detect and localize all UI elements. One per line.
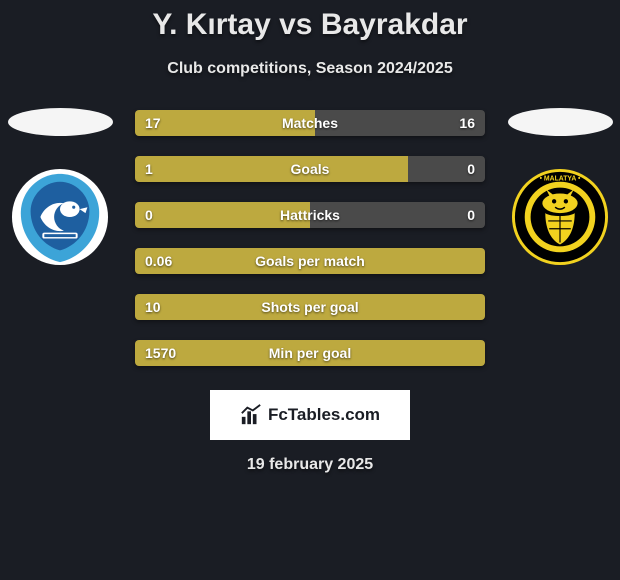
stat-right-value: 0 [467,161,475,177]
stat-right-value: 0 [467,207,475,223]
club-logo-right: • MALATYA • [511,168,609,266]
player-left-silhouette [8,108,113,136]
stat-row: 10 Shots per goal [135,294,485,320]
player-right-col: • MALATYA • [500,110,620,266]
brand-box[interactable]: FcTables.com [210,390,410,440]
stat-bars: 17 Matches 16 1 Goals 0 0 Hattricks 0 0.06 Goals p… [135,110,485,366]
chart-icon [240,404,262,426]
stats-area: • MALATYA • 17 Matches 16 1 Goals 0 0 Hattricks… [0,110,620,366]
stat-left-value: 0 [145,207,153,223]
stat-row: 0.06 Goals per match [135,248,485,274]
player-left-col [0,110,120,266]
stat-label: Min per goal [269,345,351,361]
subtitle: Club competitions, Season 2024/2025 [0,60,620,78]
stat-row: 17 Matches 16 [135,110,485,136]
brand-label: FcTables.com [268,405,380,425]
player-right-silhouette [508,108,613,136]
stat-left-value: 10 [145,299,161,315]
stat-right-value: 16 [459,115,475,131]
stat-label: Goals per match [255,253,365,269]
stat-left-value: 1570 [145,345,176,361]
stat-left-value: 17 [145,115,161,131]
erzurumspor-badge-icon [11,168,109,266]
stat-row: 1570 Min per goal [135,340,485,366]
stat-left-value: 1 [145,161,153,177]
stat-row: 1 Goals 0 [135,156,485,182]
page-title: Y. Kırtay vs Bayrakdar [0,8,620,42]
malatyaspor-badge-icon: • MALATYA • [511,168,609,266]
club-logo-left [11,168,109,266]
stat-label: Hattricks [280,207,340,223]
stat-label: Shots per goal [261,299,358,315]
comparison-card: Y. Kırtay vs Bayrakdar Club competitions… [0,0,620,474]
svg-text:• MALATYA •: • MALATYA • [540,176,581,183]
stat-label: Goals [291,161,330,177]
stat-row: 0 Hattricks 0 [135,202,485,228]
date-label: 19 february 2025 [0,456,620,474]
stat-label: Matches [282,115,338,131]
stat-left-value: 0.06 [145,253,172,269]
